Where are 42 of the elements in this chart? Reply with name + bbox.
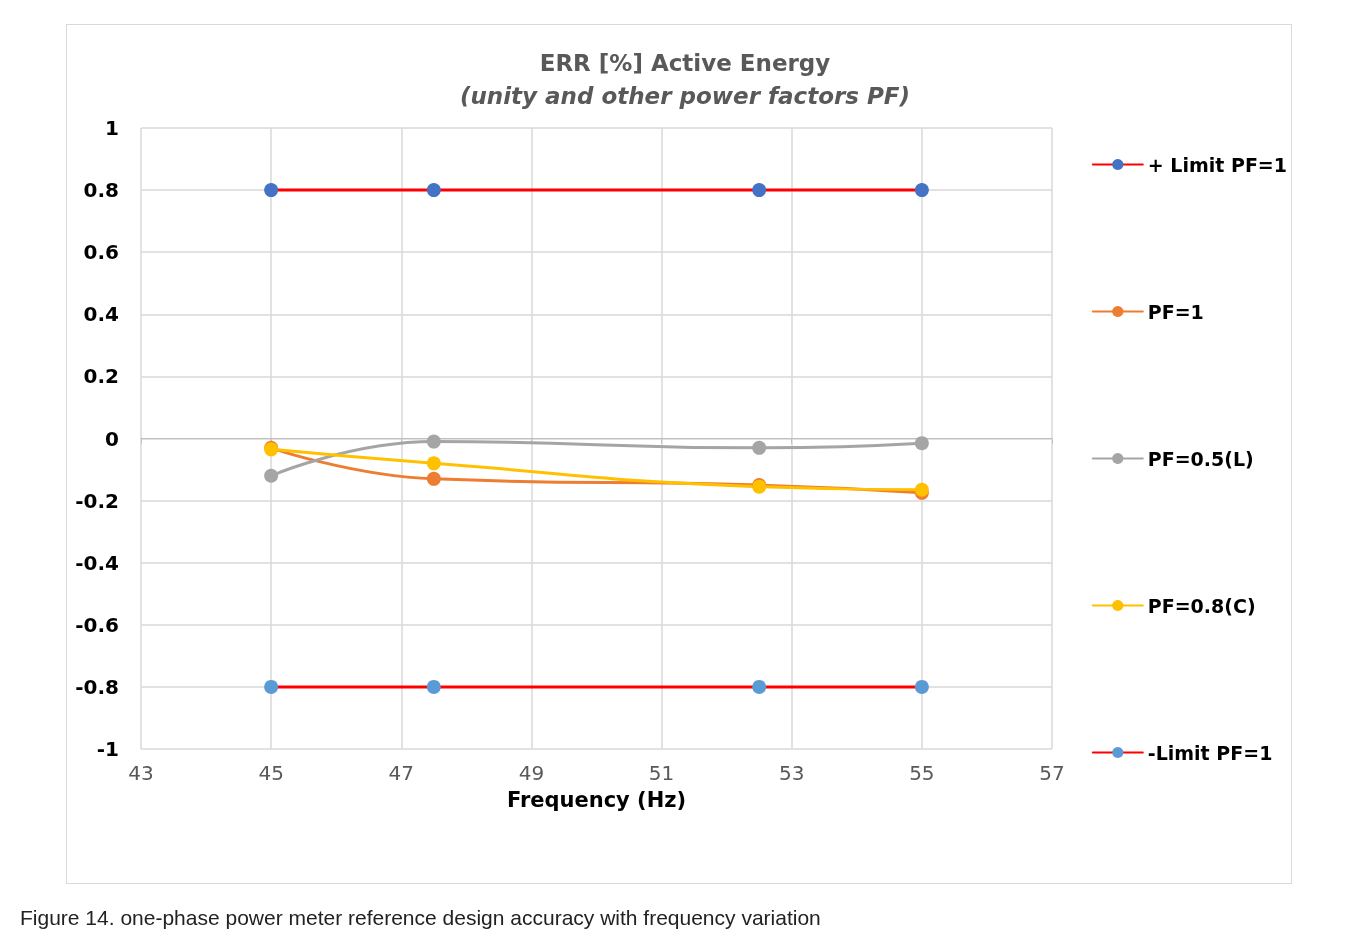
point (752, 679, 767, 694)
y-tick-label: -0.4 (75, 550, 119, 575)
y-tick-label: -1 (96, 737, 119, 761)
legend-label: -Limit PF=1 (1147, 741, 1273, 764)
point (426, 679, 441, 694)
legend-label: + Limit PF=1 (1147, 153, 1288, 176)
x-tick-label: 57 (1039, 761, 1065, 785)
y-tick-label: 0.6 (83, 240, 119, 265)
y-tick-label: -0.6 (75, 612, 119, 637)
x-tick-label: 51 (648, 761, 675, 785)
point (426, 471, 441, 486)
x-tick-label: 43 (128, 761, 154, 785)
y-tick-label: -0.8 (75, 674, 119, 699)
x-tick-label: 47 (388, 761, 415, 785)
point (264, 679, 279, 694)
x-tick-label: 55 (909, 761, 935, 785)
point (264, 183, 279, 198)
y-tick-label: 1 (105, 116, 119, 140)
y-tick-label: -0.2 (75, 488, 119, 513)
x-tick-label: 53 (778, 761, 805, 785)
y-tick-label: 0.8 (83, 178, 119, 203)
point (264, 468, 279, 483)
x-tick-label: 45 (258, 761, 284, 785)
point (426, 434, 441, 449)
x-axis-title: Frequency (Hz) (506, 787, 687, 812)
point (426, 456, 441, 471)
point (914, 436, 929, 451)
x-tick-label: 49 (518, 761, 545, 785)
point (914, 679, 929, 694)
y-tick-label: 0.4 (83, 302, 119, 327)
legend-label: PF=1 (1147, 300, 1204, 323)
y-tick-label: 0 (105, 426, 119, 451)
legend-label: PF=0.8(C) (1147, 594, 1256, 617)
chart-subtitle: (unity and other power factors PF) (459, 82, 911, 109)
y-tick-label: 0.2 (83, 364, 119, 389)
caption: Figure 14. one-phase power meter reference design accuracy with frequency variation (20, 906, 821, 930)
point (752, 440, 767, 455)
point (914, 183, 929, 198)
point (752, 183, 767, 198)
legend-label: PF=0.5(L) (1147, 447, 1254, 470)
chart-title: ERR [%] Active Energy (539, 49, 831, 76)
point (426, 183, 441, 198)
